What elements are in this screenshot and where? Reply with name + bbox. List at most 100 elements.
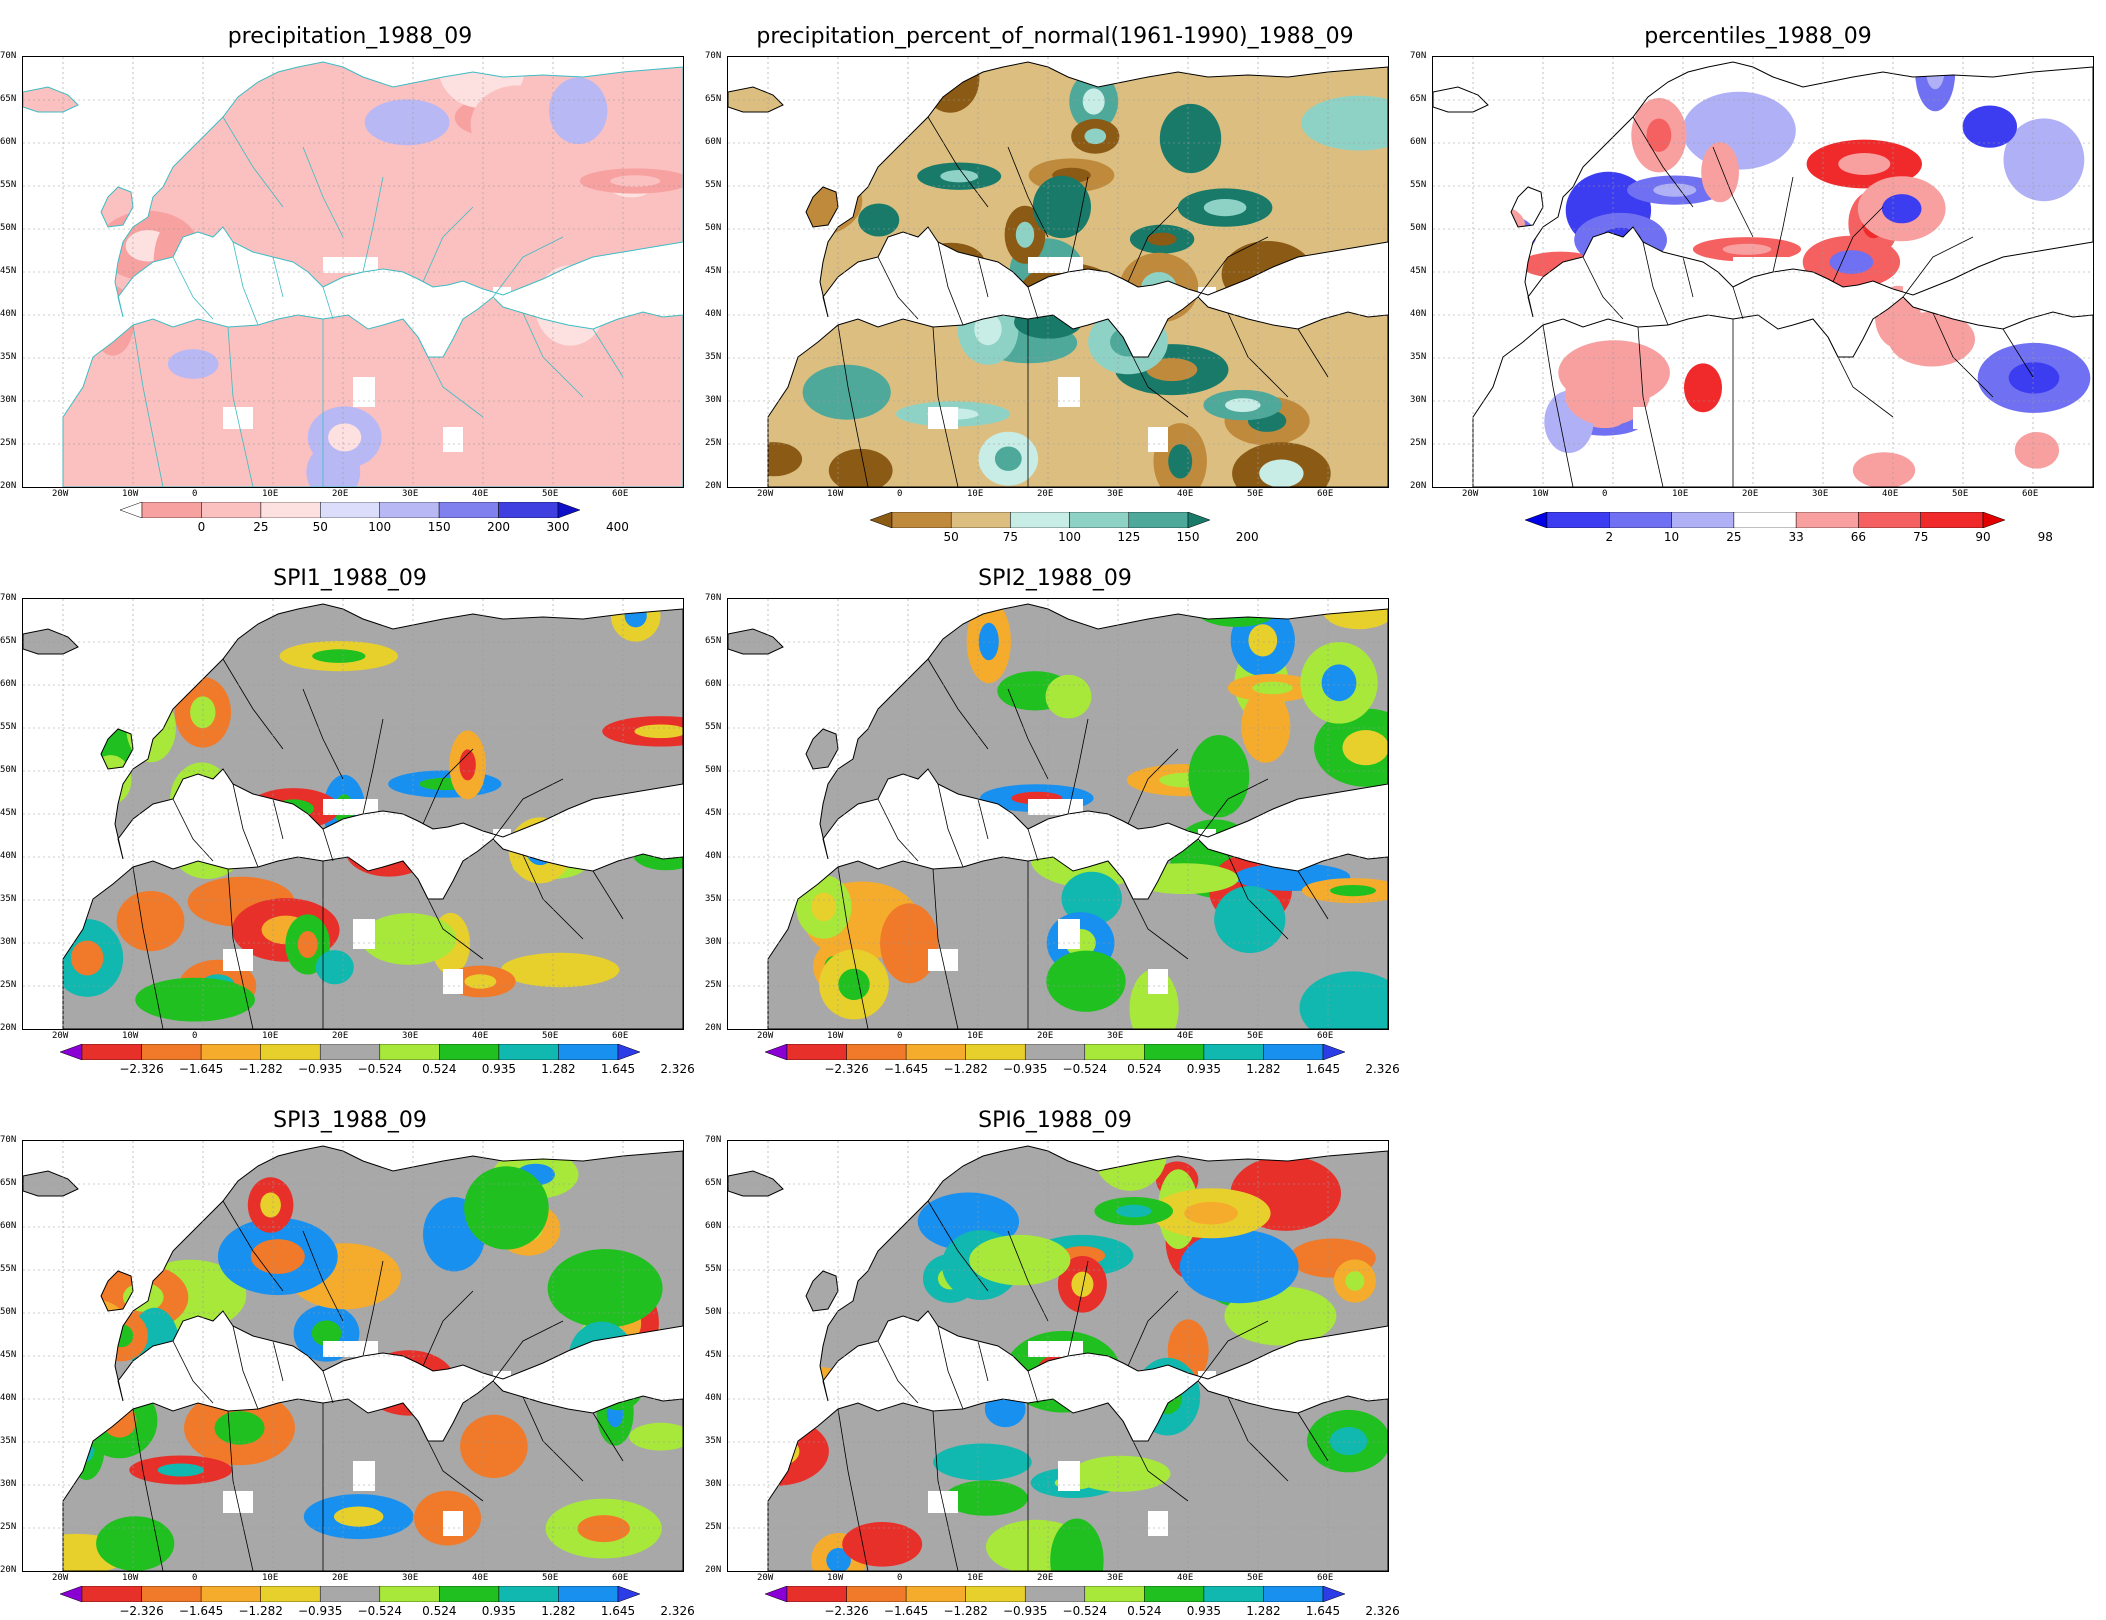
country-border (1197, 236, 1269, 298)
contour-region (1179, 1229, 1299, 1304)
longitude-label: 20W (757, 1031, 774, 1041)
longitude-label: 60E (612, 1031, 629, 1041)
latitude-label: 65N (0, 1178, 17, 1188)
colorbar-segment (379, 1586, 440, 1602)
country-border (592, 1412, 624, 1462)
contour-core (577, 1515, 630, 1543)
latitude-label: 20N (0, 1023, 17, 1033)
colorbar-segment (786, 1586, 847, 1602)
contour-core (1329, 1427, 1368, 1456)
contour-region (464, 1166, 549, 1250)
country-border (232, 1325, 259, 1410)
colorbar-tick-label: 300 (546, 520, 570, 534)
latitude-label: 55N (705, 722, 722, 732)
colorbar-segment (950, 512, 1011, 528)
country-border (1007, 1230, 1049, 1322)
colorbar-segment (141, 1044, 202, 1060)
contour-core (610, 175, 661, 187)
country-border (1067, 176, 1089, 273)
map-spi1 (22, 598, 684, 1030)
panel-spi3: SPI3_1988_09 70N 65N 60N 55N 50N 45N 40N 35N 30N… (0, 1084, 700, 1620)
colorbar (870, 512, 1210, 528)
colorbar-tick-label: 1.645 (600, 1604, 636, 1618)
map-precipitation (22, 56, 684, 488)
map-canvas (23, 1141, 683, 1571)
colorbar-max-arrow (617, 1586, 640, 1602)
latitude-label: 70N (0, 1135, 17, 1145)
contour-region (933, 1443, 1032, 1481)
contour-core (459, 749, 476, 781)
latitude-label: 45N (1410, 266, 1427, 276)
country-border (492, 1320, 564, 1382)
country-border (172, 256, 214, 320)
latitude-label: 55N (1410, 180, 1427, 190)
country-border (1127, 1290, 1179, 1367)
latitude-label: 65N (0, 636, 17, 646)
coastline (1433, 61, 2093, 487)
colorbar-tick-label: 0 (197, 520, 206, 534)
contour-core (838, 968, 870, 1001)
colorbar-segment (1024, 1044, 1086, 1060)
latitude-label: 45N (0, 1350, 17, 1360)
latitude-label: 20N (0, 1565, 17, 1575)
longitude-label: 40E (1177, 489, 1194, 499)
colorbar-tick-label: 2.326 (660, 1604, 695, 1618)
colorbar-tick-label: 0.935 (481, 1062, 517, 1076)
contour-core (994, 446, 1022, 471)
country-border (227, 326, 254, 487)
contour-region (549, 77, 608, 145)
longitude-label: 10W (827, 489, 844, 499)
longitude-label: 50E (542, 1031, 559, 1041)
latitude-label: 40N (1410, 309, 1427, 319)
coastline (23, 1145, 683, 1571)
contour-core (1168, 444, 1193, 479)
colorbar-segment (319, 1586, 381, 1602)
colorbar-tick-label: 150 (1176, 530, 1200, 544)
longitude-label: 0 (897, 1031, 903, 1041)
colorbar-tick-label: 100 (1058, 530, 1082, 544)
missing-data-patch (443, 1511, 463, 1536)
latitude-label: 35N (705, 894, 722, 904)
colorbar-tick-label: 150 (427, 520, 451, 534)
longitude-label: 0 (897, 1573, 903, 1583)
longitude-label: 30E (1812, 489, 1829, 499)
contour-core (1321, 664, 1357, 702)
colorbar-segment (1069, 512, 1130, 528)
longitude-label: 40E (1882, 489, 1899, 499)
longitude-label: 10W (122, 489, 139, 499)
colorbar-tick-label: 0.524 (422, 1604, 457, 1618)
panel-percent-of-normal: precipitation_percent_of_normal(1961-199… (705, 0, 1405, 560)
country-border (1732, 286, 1744, 320)
country-border (937, 783, 964, 868)
contour-core (1179, 1336, 1198, 1365)
country-border (1682, 256, 1694, 298)
country-border (172, 1340, 214, 1404)
contour-region (364, 99, 450, 146)
panel-title: precipitation_percent_of_normal(1961-199… (756, 24, 1354, 49)
latitude-label: 55N (0, 1264, 17, 1274)
coastline (23, 603, 683, 1029)
missing-data-patch (323, 257, 378, 273)
colorbar-max-arrow (1322, 1586, 1345, 1602)
longitude-label: 50E (1247, 1573, 1264, 1583)
longitude-label: 50E (1247, 1031, 1264, 1041)
colorbar-tick-label: −2.326 (119, 1062, 164, 1076)
longitude-label: 60E (1317, 489, 1334, 499)
missing-data-patch (353, 1461, 375, 1491)
longitude-label: 10W (122, 1573, 139, 1583)
map-percent-of-normal (727, 56, 1389, 488)
colorbar-tick-label: −1.282 (943, 1604, 988, 1618)
colorbar-segment (141, 1586, 202, 1602)
contour-region (1301, 95, 1388, 151)
latitude-label: 20N (0, 481, 17, 491)
country-border (1197, 778, 1269, 840)
latitude-label: 35N (705, 352, 722, 362)
longitude-label: 30E (402, 1573, 419, 1583)
latitude-label: 60N (0, 1221, 17, 1231)
latitude-label: 30N (0, 937, 17, 947)
colorbar-segment (1203, 1586, 1264, 1602)
colorbar-segment (498, 1044, 559, 1060)
missing-data-patch (1058, 1461, 1080, 1491)
colorbar-tick-label: 66 (1850, 530, 1867, 544)
colorbar-segment (846, 1586, 907, 1602)
